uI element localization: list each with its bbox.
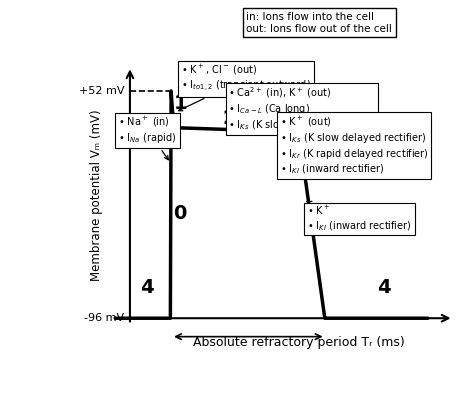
Text: • Na$^+$ (in)
• I$_{Na}$ (rapid): • Na$^+$ (in) • I$_{Na}$ (rapid) — [118, 115, 177, 160]
Text: 1: 1 — [174, 94, 188, 113]
Text: 2: 2 — [222, 109, 236, 128]
Text: 4: 4 — [377, 278, 391, 297]
Text: -96 mV: -96 mV — [84, 313, 124, 323]
Text: Absolute refractory period Tᵣ (ms): Absolute refractory period Tᵣ (ms) — [193, 336, 405, 349]
Text: • K$^+$
• I$_{KI}$ (inward rectifier): • K$^+$ • I$_{KI}$ (inward rectifier) — [307, 201, 412, 232]
Text: 3: 3 — [298, 158, 311, 177]
Text: Membrane potential Vₘ (mV): Membrane potential Vₘ (mV) — [91, 110, 103, 281]
Text: 4: 4 — [140, 278, 153, 297]
Text: 0: 0 — [173, 204, 186, 223]
Text: • K$^+$, Cl$^-$ (out)
• I$_{to1,2}$ (transient outward): • K$^+$, Cl$^-$ (out) • I$_{to1,2}$ (tra… — [179, 63, 311, 111]
Text: • Ca$^{2+}$ (in), K$^+$ (out)
• I$_{Ca-L}$ (Ca long)
• I$_{Ks}$ (K slow delayed : • Ca$^{2+}$ (in), K$^+$ (out) • I$_{Ca-L… — [228, 85, 375, 132]
Text: in: Ions flow into the cell
out: Ions flow out of the cell: in: Ions flow into the cell out: Ions fl… — [246, 12, 392, 34]
Text: +52 mV: +52 mV — [79, 86, 124, 96]
Text: • K$^+$ (out)
• I$_{Ks}$ (K slow delayed rectifier)
• I$_{Kr}$ (K rapid delayed : • K$^+$ (out) • I$_{Ks}$ (K slow delayed… — [280, 114, 428, 176]
